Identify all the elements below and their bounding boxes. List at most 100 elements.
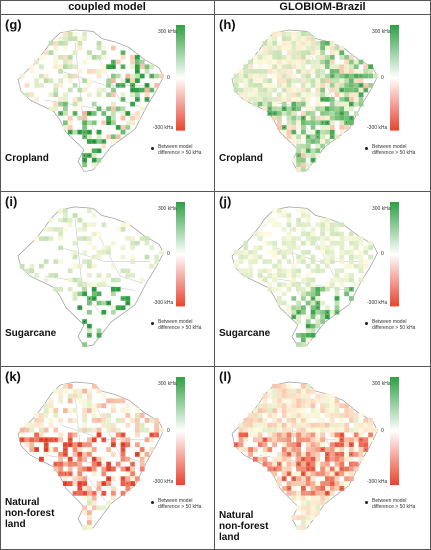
grid-cell [301,36,306,42]
grid-cell [111,398,116,404]
grid-cell [53,101,59,107]
grid-cell [334,486,340,491]
grid-cell [77,97,83,102]
grid-cell [329,222,335,228]
grid-cell [353,92,359,98]
difference-dot [341,444,343,446]
grid-cell [315,495,321,501]
grid-cell [353,73,359,79]
grid-cell [267,422,273,428]
grid-cell [368,240,373,246]
grid-cell [291,73,297,79]
grid-cell [154,417,159,423]
grid-cell [267,97,273,102]
difference-dot [346,122,348,124]
grid-cell [267,413,273,418]
grid-cell [262,403,268,409]
grid-cell [291,59,297,65]
grid-cell [19,427,25,433]
grid-cell [91,55,97,60]
grid-cell [281,398,287,404]
grid-cell [310,432,316,438]
grid-cell [315,461,321,467]
grid-cell [301,227,306,232]
grid-cell [272,69,277,74]
grid-cell [77,451,83,457]
grid-cell [315,398,321,404]
grid-cell [281,471,287,477]
grid-cell [301,259,306,264]
difference-dot [93,140,95,142]
grid-cell [101,45,107,51]
grid-cell [48,106,54,112]
grid-cell [135,115,140,121]
grid-cell [120,111,126,116]
grid-cell [353,422,359,428]
grid-cell [339,427,345,433]
grid-cell [272,408,277,414]
grid-cell [344,273,349,278]
grid-cell [339,120,345,126]
grid-cell [305,388,311,394]
grid-cell [111,427,116,433]
grid-cell [353,64,359,70]
grid-cell [315,408,321,414]
grid-cell [305,319,311,324]
grid-cell [111,309,116,315]
grid-cell [29,422,35,428]
difference-dot [283,108,285,110]
grid-cell [353,78,359,84]
grid-cell [329,476,335,482]
grid-cell [262,92,268,98]
grid-cell [301,383,306,389]
grid-cell [325,461,330,467]
grid-cell [125,413,131,418]
grid-cell [329,442,335,448]
difference-dot [79,131,81,133]
grid-cell [277,55,282,60]
grid-cell [101,300,107,306]
grid-cell [277,466,282,472]
grid-cell [267,41,273,46]
difference-dot [108,463,110,465]
grid-cell [320,442,325,448]
grid-cell [301,333,306,338]
difference-dot [88,334,90,336]
legend-dot [151,501,154,504]
grid-cell [358,451,364,457]
difference-dot [365,89,367,91]
grid-cell [257,432,263,438]
grid-cell [281,437,287,443]
grid-cell [349,273,354,278]
grid-cell [320,55,325,60]
grid-cell [325,139,330,144]
grid-cell [63,73,68,79]
grid-cell [63,383,68,389]
grid-cell [106,78,111,84]
difference-dot [341,439,343,441]
grid-cell [130,55,135,60]
grid-cell [281,227,287,232]
difference-dot [79,483,81,485]
grid-cell [115,59,121,65]
grid-cell [301,461,306,467]
grid-cell [72,393,78,399]
panel-h-cropland: (h) Cropland 300 kHa 0 -300 kHa Between mod… [215,15,428,191]
grid-cell [281,208,287,214]
difference-dot [136,453,138,455]
grid-cell [87,388,92,394]
grid-cell [243,447,249,452]
grid-cell [82,115,87,121]
difference-dot [69,131,71,133]
grid-cell [286,383,292,389]
grid-cell [58,388,63,394]
grid-cell [301,240,306,246]
grid-cell [58,208,63,214]
difference-dot [136,98,138,100]
panel-label: Natural non-forest land [219,510,269,543]
grid-cell [43,78,49,84]
grid-cell [301,524,306,530]
grid-cell [253,250,258,255]
difference-dot [74,112,76,114]
grid-cell [296,476,301,482]
